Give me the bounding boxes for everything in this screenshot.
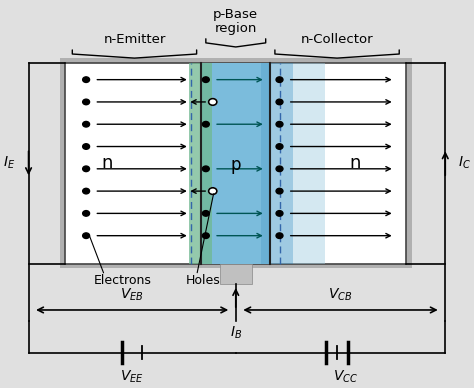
Circle shape — [82, 144, 90, 149]
Text: $I_C$: $I_C$ — [458, 155, 471, 171]
Text: $I_B$: $I_B$ — [230, 325, 242, 341]
Bar — [60, 59, 411, 268]
Text: n: n — [350, 154, 361, 172]
Circle shape — [202, 166, 210, 171]
Bar — [219, 263, 252, 284]
Bar — [65, 63, 406, 263]
Circle shape — [209, 188, 217, 194]
Circle shape — [82, 77, 90, 82]
Circle shape — [82, 211, 90, 216]
Circle shape — [276, 121, 283, 127]
Circle shape — [276, 211, 283, 216]
Circle shape — [82, 233, 90, 239]
Circle shape — [202, 121, 210, 127]
Circle shape — [202, 211, 210, 216]
Circle shape — [82, 166, 90, 171]
Circle shape — [276, 166, 283, 171]
Circle shape — [276, 188, 283, 194]
Text: p: p — [230, 156, 241, 174]
Circle shape — [82, 121, 90, 127]
Bar — [189, 63, 211, 263]
Text: Electrons: Electrons — [94, 274, 152, 287]
Circle shape — [202, 233, 210, 239]
Circle shape — [209, 99, 217, 105]
Text: $V_{EB}$: $V_{EB}$ — [120, 287, 144, 303]
Text: Holes: Holes — [186, 274, 221, 287]
Text: n-Emitter: n-Emitter — [103, 33, 165, 46]
Circle shape — [82, 188, 90, 194]
Circle shape — [82, 99, 90, 105]
Text: $V_{CB}$: $V_{CB}$ — [328, 287, 353, 303]
Text: n: n — [101, 154, 112, 172]
Bar — [201, 63, 270, 263]
Circle shape — [276, 99, 283, 105]
Text: n-Collector: n-Collector — [301, 33, 374, 46]
Text: $V_{CC}$: $V_{CC}$ — [333, 369, 358, 385]
Bar — [261, 63, 293, 263]
Text: $V_{EE}$: $V_{EE}$ — [120, 369, 144, 385]
Circle shape — [202, 77, 210, 82]
Circle shape — [276, 77, 283, 82]
Text: $I_E$: $I_E$ — [3, 155, 16, 171]
Circle shape — [276, 144, 283, 149]
Text: p-Base
region: p-Base region — [213, 8, 258, 35]
Bar — [293, 63, 325, 263]
Circle shape — [276, 233, 283, 239]
